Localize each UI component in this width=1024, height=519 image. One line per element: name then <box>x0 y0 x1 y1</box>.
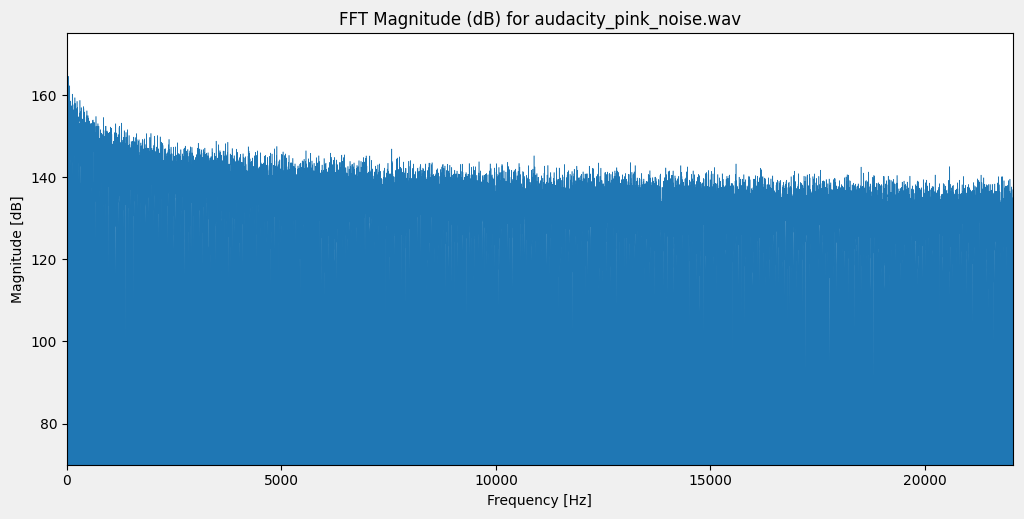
Y-axis label: Magnitude [dB]: Magnitude [dB] <box>11 195 26 303</box>
X-axis label: Frequency [Hz]: Frequency [Hz] <box>487 494 592 508</box>
Title: FFT Magnitude (dB) for audacity_pink_noise.wav: FFT Magnitude (dB) for audacity_pink_noi… <box>339 11 741 30</box>
